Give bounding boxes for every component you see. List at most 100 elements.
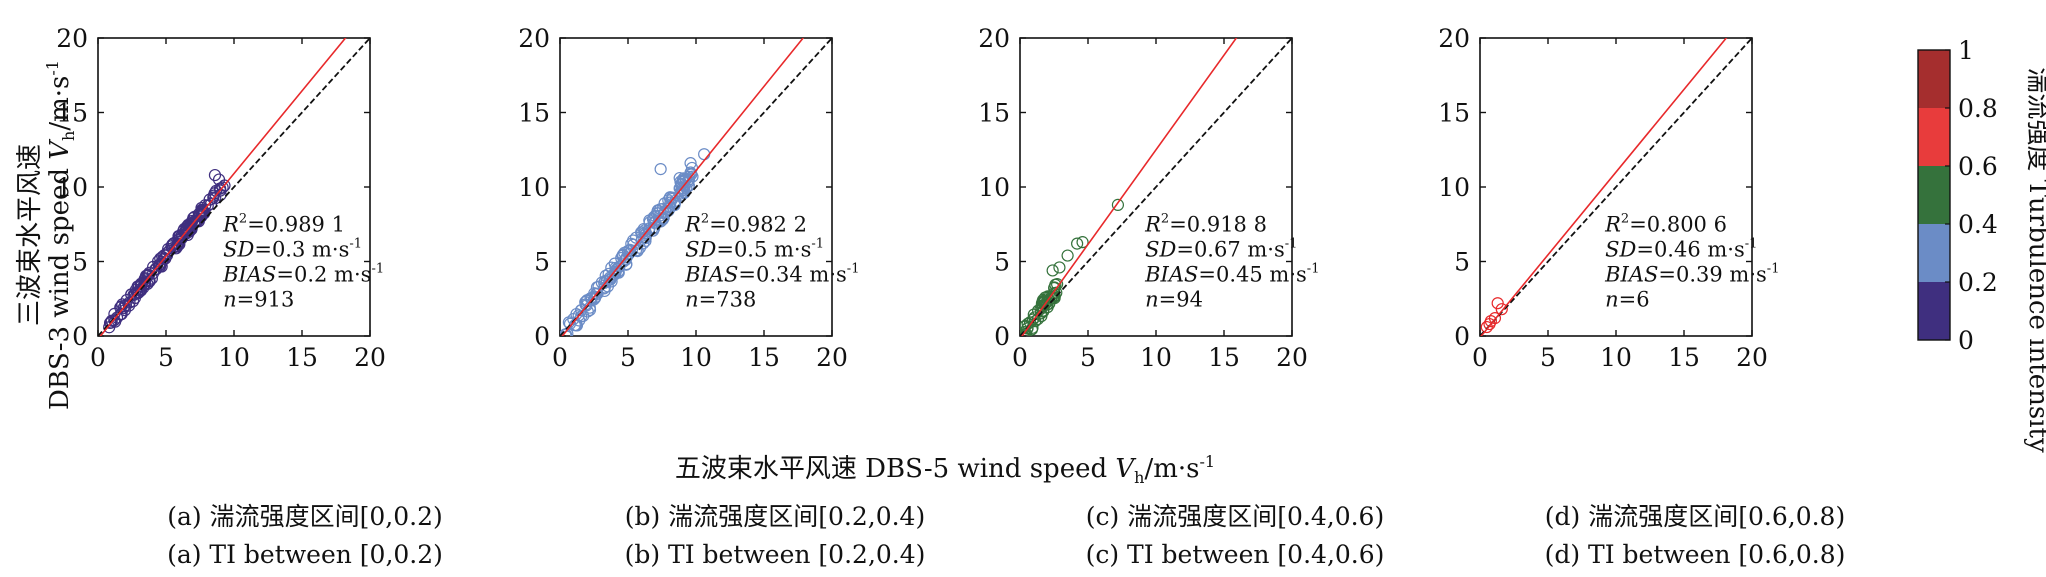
x-tick-label: 0 bbox=[552, 343, 568, 372]
caption-d-cn: (d) 湍流强度区间[0.6,0.8) bbox=[1545, 502, 1845, 531]
y-tick-label: 5 bbox=[72, 248, 88, 277]
y-tick-label: 15 bbox=[518, 99, 550, 128]
data-point bbox=[1026, 313, 1040, 326]
x-tick-label: 0 bbox=[90, 343, 106, 372]
stat-n: n=738 bbox=[685, 288, 756, 312]
y-tick-label: 20 bbox=[518, 24, 550, 53]
data-point bbox=[132, 286, 145, 299]
data-point bbox=[659, 205, 672, 218]
x-tick-label: 10 bbox=[1140, 343, 1172, 372]
x-tick-label: 5 bbox=[1080, 343, 1096, 372]
x-tick-label: 20 bbox=[1736, 343, 1768, 372]
data-point bbox=[1495, 303, 1508, 316]
data-point bbox=[1023, 316, 1037, 329]
panel-c: 0 5 10 15 20 0 5 10 15 20 R2=0.918 8SD=0.67 m·s-1B… bbox=[978, 24, 1319, 372]
data-point bbox=[218, 179, 231, 192]
caption-c-cn: (c) 湍流强度区间[0.4,0.6) bbox=[1086, 502, 1384, 531]
colorbar-tick-label: 1 bbox=[1958, 36, 1974, 65]
data-point bbox=[1021, 322, 1034, 335]
y-tick-label: 0 bbox=[1454, 322, 1470, 351]
colorbar-tick-label: 0.6 bbox=[1958, 152, 1998, 181]
y-tick-label: 15 bbox=[978, 99, 1010, 128]
data-point bbox=[109, 315, 122, 328]
y-axis-title-line1: 三波束水平风速 bbox=[15, 144, 45, 326]
y-tick-label: 20 bbox=[978, 24, 1010, 53]
data-point bbox=[1111, 198, 1125, 211]
panel-b: 0 5 10 15 20 0 5 10 15 20 R2=0.982 2SD=0.5 m·s-1BI… bbox=[518, 24, 859, 372]
data-point bbox=[607, 268, 620, 281]
fit-line bbox=[561, 38, 805, 336]
stat-r2: R2=0.800 6 bbox=[1604, 212, 1727, 237]
data-point bbox=[1020, 328, 1032, 336]
data-point bbox=[118, 304, 131, 317]
colorbar-segment bbox=[1918, 166, 1950, 224]
data-point bbox=[575, 304, 588, 317]
stat-sd: SD=0.67 m·s-1 bbox=[1145, 237, 1297, 262]
x-tick-label: 5 bbox=[620, 343, 636, 372]
colorbar-segment bbox=[1918, 224, 1950, 282]
x-tick-label: 20 bbox=[1276, 343, 1308, 372]
fit-line bbox=[1480, 38, 1728, 336]
reference-line bbox=[1020, 38, 1292, 336]
caption-c-en: (c) TI between [0.4,0.6) bbox=[1086, 540, 1385, 569]
caption-d-en: (d) TI between [0.6,0.8) bbox=[1545, 540, 1846, 569]
x-tick-label: 20 bbox=[816, 343, 848, 372]
plot-area bbox=[1020, 38, 1292, 336]
fit-line bbox=[1021, 38, 1238, 336]
data-point bbox=[640, 227, 653, 240]
colorbar: 0 0.2 0.4 0.6 0.8 1 bbox=[1917, 36, 1998, 355]
data-point bbox=[1491, 297, 1504, 310]
stat-r2: R2=0.989 1 bbox=[222, 212, 345, 237]
x-tick-label: 10 bbox=[680, 343, 712, 372]
stat-n: n=913 bbox=[223, 288, 294, 312]
y-tick-label: 5 bbox=[1454, 248, 1470, 277]
x-tick-label: 5 bbox=[158, 343, 174, 372]
y-tick-label: 20 bbox=[1438, 24, 1470, 53]
y-tick-label: 0 bbox=[72, 322, 88, 351]
data-point bbox=[639, 228, 652, 241]
y-tick-label: 5 bbox=[534, 248, 550, 277]
data-point bbox=[609, 265, 622, 278]
data-point bbox=[196, 204, 209, 218]
data-point bbox=[1480, 320, 1493, 334]
colorbar-frame bbox=[1917, 49, 1951, 341]
panel-a: 0 5 10 15 20 0 5 10 15 20 R2=0.989 1SD=0.3 m·s-1BI… bbox=[56, 24, 386, 372]
stat-n: n=6 bbox=[1605, 288, 1650, 312]
caption-a-cn: (a) 湍流强度区间[0,0.2) bbox=[167, 502, 442, 531]
data-point bbox=[152, 259, 166, 272]
x-axis-title: 五波束水平风速 DBS-5 wind speed Vh/m·s-1 bbox=[675, 452, 1215, 487]
stat-bias: BIAS=0.39 m·s-1 bbox=[1604, 262, 1779, 287]
plot-area bbox=[560, 38, 832, 336]
data-point bbox=[208, 168, 222, 182]
y-tick-label: 15 bbox=[56, 99, 88, 128]
stat-sd: SD=0.46 m·s-1 bbox=[1605, 237, 1757, 262]
panel-d: 0 5 10 15 20 0 5 10 15 20 R2=0.800 6SD=0.46 m·s-1B… bbox=[1438, 24, 1779, 372]
stat-sd: SD=0.5 m·s-1 bbox=[685, 237, 824, 262]
reference-line bbox=[98, 38, 370, 336]
data-point bbox=[684, 157, 697, 170]
data-point bbox=[597, 282, 611, 295]
y-tick-label: 0 bbox=[994, 322, 1010, 351]
data-point bbox=[588, 292, 602, 305]
fit-line bbox=[99, 38, 347, 336]
y-axis-title-line2: DBS-3 wind speed Vh/m·s-1 bbox=[43, 60, 78, 410]
data-point bbox=[185, 216, 198, 230]
colorbar-tick-label: 0.4 bbox=[1958, 210, 1998, 239]
colorbar-segment bbox=[1918, 50, 1950, 108]
data-point bbox=[1048, 281, 1061, 295]
y-tick-label: 5 bbox=[994, 248, 1010, 277]
x-tick-label: 5 bbox=[1540, 343, 1556, 372]
colorbar-tick-label: 0.8 bbox=[1958, 94, 1998, 123]
y-tick-label: 10 bbox=[978, 173, 1010, 202]
colorbar-tick-label: 0 bbox=[1958, 326, 1974, 355]
stat-r2: R2=0.918 8 bbox=[1144, 212, 1267, 237]
colorbar-segment bbox=[1918, 282, 1950, 340]
stat-r2: R2=0.982 2 bbox=[684, 212, 807, 237]
x-tick-label: 15 bbox=[1208, 343, 1240, 372]
stat-bias: BIAS=0.2 m·s-1 bbox=[222, 262, 384, 287]
x-tick-label: 10 bbox=[1600, 343, 1632, 372]
stat-bias: BIAS=0.34 m·s-1 bbox=[684, 262, 859, 287]
data-point bbox=[1053, 261, 1066, 274]
stat-sd: SD=0.3 m·s-1 bbox=[223, 237, 362, 262]
